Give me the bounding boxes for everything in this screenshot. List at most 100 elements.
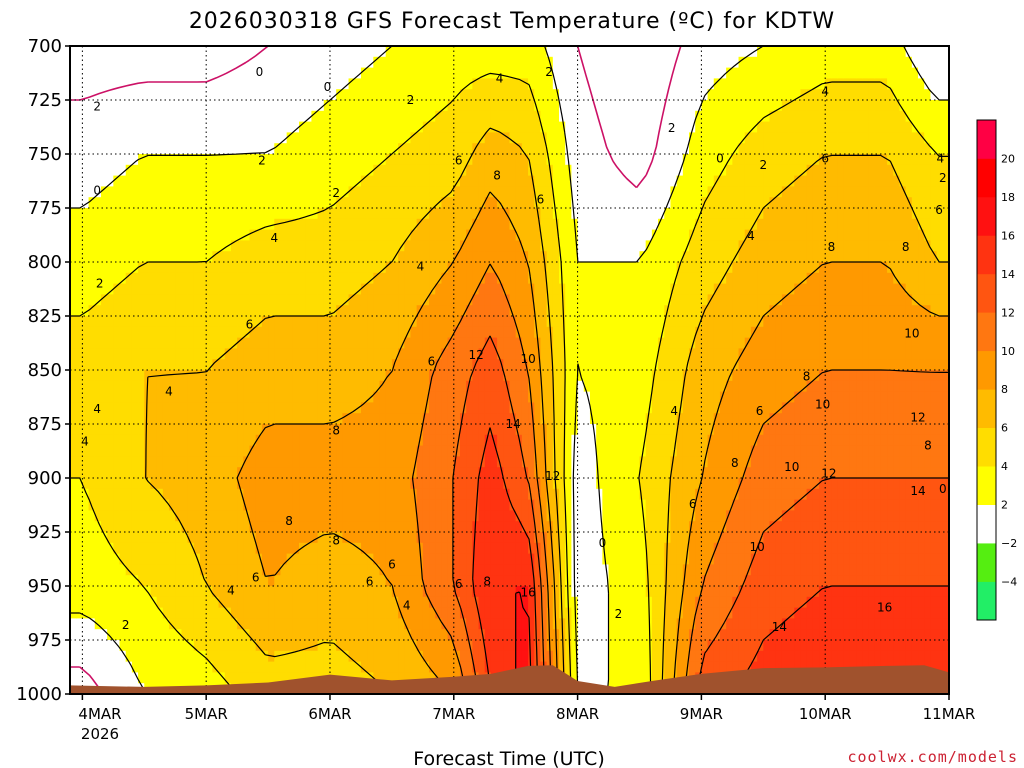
temperature-cell	[243, 499, 251, 511]
temperature-cell	[206, 672, 213, 684]
temperature-cell	[187, 499, 195, 511]
temperature-cell	[484, 456, 492, 468]
temperature-cell	[292, 89, 300, 101]
temperature-cell	[175, 283, 183, 295]
temperature-cell	[509, 618, 517, 630]
temperature-cell	[503, 564, 511, 576]
temperature-cell	[453, 143, 461, 155]
temperature-cell	[379, 218, 387, 231]
temperature-cell	[286, 251, 294, 263]
temperature-cell	[521, 629, 529, 641]
temperature-cell	[175, 467, 183, 479]
temperature-cell	[521, 650, 529, 663]
temperature-cell	[540, 100, 548, 112]
temperature-cell	[391, 575, 399, 587]
temperature-cell	[565, 110, 572, 123]
temperature-cell	[484, 143, 492, 155]
temperature-cell	[299, 283, 306, 295]
temperature-cell	[305, 154, 313, 166]
temperature-cell	[521, 434, 529, 447]
temperature-cell	[94, 510, 102, 522]
temperature-cell	[150, 283, 158, 295]
temperature-cell	[552, 100, 560, 112]
temperature-cell	[76, 283, 83, 295]
temperature-cell	[391, 553, 399, 565]
temperature-cell	[571, 154, 579, 166]
temperature-cell	[311, 478, 319, 490]
temperature-cell	[577, 154, 585, 166]
temperature-cell	[131, 629, 139, 641]
temperature-cell	[323, 467, 331, 479]
temperature-cell	[559, 542, 566, 555]
temperature-cell	[76, 629, 83, 641]
temperature-cell	[472, 542, 480, 555]
temperature-cell	[187, 337, 195, 349]
temperature-cell	[416, 272, 424, 285]
temperature-cell	[565, 510, 572, 522]
temperature-cell	[131, 499, 139, 511]
temperature-cell	[268, 521, 275, 533]
temperature-cell	[540, 272, 548, 285]
temperature-cell	[299, 640, 306, 652]
temperature-cell	[249, 164, 257, 177]
temperature-cell	[224, 132, 232, 144]
temperature-cell	[162, 154, 170, 166]
temperature-cell	[169, 294, 176, 306]
temperature-cell	[534, 445, 542, 457]
temperature-cell	[237, 272, 244, 285]
temperature-cell	[212, 100, 220, 112]
temperature-cell	[583, 67, 591, 79]
temperature-cell	[299, 305, 306, 317]
temperature-cell	[305, 618, 313, 630]
temperature-cell	[224, 596, 232, 609]
temperature-cell	[224, 143, 232, 155]
temperature-cell	[76, 499, 83, 511]
temperature-cell	[113, 521, 121, 533]
temperature-cell	[441, 661, 449, 673]
temperature-cell	[280, 640, 288, 652]
temperature-cell	[311, 586, 319, 598]
temperature-cell	[552, 586, 560, 598]
temperature-cell	[88, 262, 96, 274]
temperature-cell	[478, 586, 486, 598]
temperature-cell	[261, 197, 269, 209]
temperature-cell	[218, 67, 226, 79]
temperature-cell	[88, 424, 96, 436]
temperature-cell	[478, 413, 486, 425]
temperature-cell	[565, 434, 572, 447]
temperature-cell	[379, 640, 387, 652]
temperature-cell	[565, 521, 572, 533]
temperature-cell	[261, 424, 269, 436]
temperature-cell	[274, 262, 282, 274]
temperature-cell	[571, 305, 579, 317]
temperature-cell	[447, 46, 455, 58]
temperature-cell	[237, 575, 244, 587]
temperature-cell	[404, 348, 412, 360]
temperature-cell	[373, 607, 381, 619]
temperature-cell	[447, 607, 455, 619]
temperature-cell	[360, 532, 368, 544]
temperature-cell	[88, 294, 96, 306]
temperature-cell	[416, 78, 424, 90]
temperature-cell	[391, 78, 399, 90]
temperature-cell	[342, 197, 350, 209]
temperature-cell	[546, 229, 554, 241]
temperature-cell	[212, 370, 220, 382]
temperature-cell	[546, 456, 554, 468]
temperature-cell	[125, 553, 133, 565]
temperature-cell	[404, 380, 412, 393]
temperature-cell	[416, 262, 424, 274]
temperature-cell	[243, 110, 251, 123]
temperature-cell	[125, 650, 133, 663]
temperature-cell	[82, 121, 90, 133]
temperature-cell	[261, 650, 269, 663]
temperature-cell	[360, 100, 368, 112]
temperature-cell	[478, 208, 486, 220]
temperature-cell	[243, 413, 251, 425]
temperature-cell	[94, 586, 102, 598]
temperature-cell	[88, 478, 96, 490]
temperature-cell	[398, 456, 405, 468]
temperature-cell	[534, 629, 542, 641]
temperature-cell	[156, 640, 164, 652]
temperature-cell	[299, 56, 306, 69]
